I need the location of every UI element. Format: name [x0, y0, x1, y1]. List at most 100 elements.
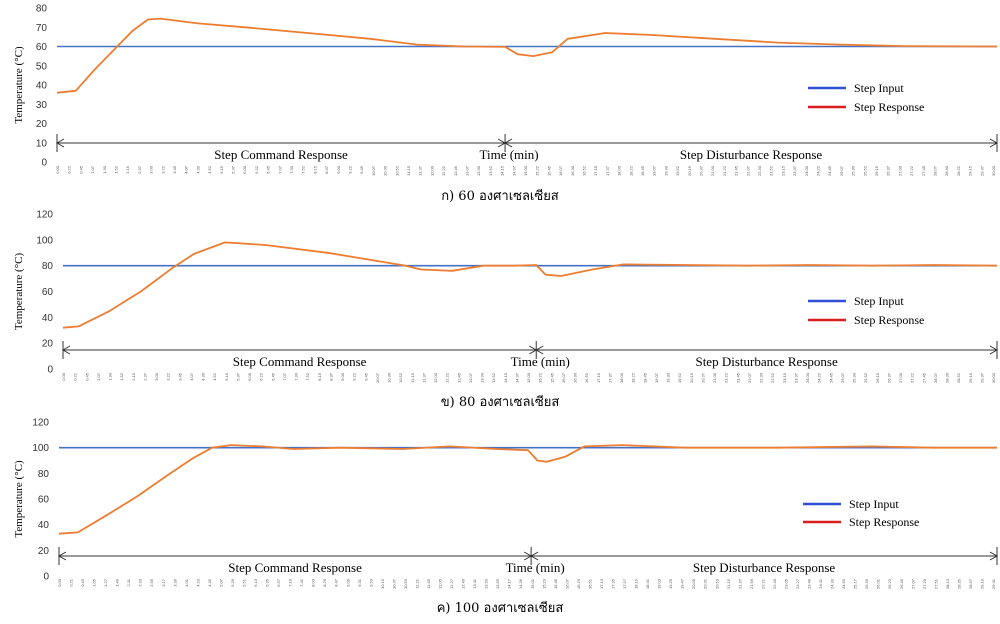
x-axis-label: Time (min)	[511, 354, 570, 369]
x-tick-label: 27.22	[910, 372, 915, 383]
chart-panel-80c: 0 20 40 60 80 100 120 Temperature (°C) 0.00 0.21 0…	[0, 209, 1000, 412]
x-tick-label: 14.15	[500, 165, 505, 176]
x-tick-label: 1.07	[90, 165, 95, 174]
x-tick-label: 23.05	[783, 578, 788, 589]
x-tick-label: 6.00	[242, 165, 247, 174]
x-tick-label: 18.22	[628, 165, 633, 176]
x-tick-label: 10.52	[394, 165, 399, 176]
x-tick-label: 9.22	[352, 372, 357, 381]
x-tick-label: 5.07	[218, 578, 223, 587]
x-tick-label: 26.15	[875, 372, 880, 383]
chart-panel-100c: 0 20 40 60 80 100 120 Temperature (°C) 0.00 0.21 0…	[0, 412, 1000, 624]
x-tick-label: 25.39	[864, 578, 869, 589]
x-tick-label: 25.52	[862, 165, 867, 176]
x-tick-label: 23.15	[780, 165, 785, 176]
segment-label: Step Command Response	[214, 147, 348, 162]
x-tick-label: 21.22	[722, 165, 727, 176]
step-response-line	[58, 444, 997, 535]
x-tick-label: 12.45	[453, 165, 458, 176]
x-tick-label: 10.30	[387, 372, 392, 383]
x-tick-label: 10.37	[391, 578, 396, 589]
chart-caption: ข) 80 องศาเซลเซียส	[441, 394, 560, 410]
x-tick-label: 17.13	[599, 578, 604, 589]
x-tick-label: 26.23	[887, 578, 892, 589]
x-tick-label: 19.47	[680, 578, 685, 589]
x-tick-label: 21.45	[735, 372, 740, 383]
x-tick-label: 18.00	[619, 372, 624, 383]
y-axis-label: Temperature (°C)	[13, 253, 25, 331]
y-tick-label: 60	[38, 495, 50, 506]
x-tick-label: 14.17	[507, 578, 512, 589]
x-tick-label: 10.15	[380, 578, 385, 589]
x-tick-label: 5.51	[241, 578, 246, 587]
x-tick-label: 16.07	[564, 578, 569, 589]
x-tick-label: 23.15	[782, 372, 787, 383]
y-tick-label: 50	[36, 61, 48, 72]
x-tick-label: 15.45	[553, 578, 558, 589]
x-tick-label: 6.22	[259, 372, 264, 381]
x-tick-label: 16.07	[558, 165, 563, 176]
x-tick-label: 6.22	[254, 165, 259, 174]
x-tick-label: 12.05	[438, 578, 443, 589]
x-tick-label: 14.37	[514, 372, 519, 383]
x-tick-label: 22.07	[745, 165, 750, 176]
x-tick-label: 3.39	[172, 578, 177, 587]
x-tick-label: 7.19	[288, 578, 293, 587]
x-tick-label: 23.27	[795, 578, 800, 589]
x-tick-label: 0.43	[80, 578, 85, 587]
x-tick-label: 27.45	[921, 165, 926, 176]
x-tick-label: 25.30	[851, 165, 856, 176]
x-tick-label: 18.45	[640, 165, 645, 176]
x-tick-label: 7.52	[301, 165, 306, 174]
x-tick-label: 16.30	[570, 165, 575, 176]
x-tick-label: 9.09	[345, 578, 350, 587]
x-tick-label: 21.15	[726, 578, 731, 589]
x-tick-label: 0.00	[55, 165, 60, 174]
x-tick-label: 4.30	[201, 372, 206, 381]
y-tick-label: 40	[36, 81, 48, 92]
x-tick-label: 24.00	[805, 372, 810, 383]
y-tick-label: 80	[36, 4, 48, 15]
x-tick-label: 11.37	[421, 372, 426, 382]
x-tick-label: 28.57	[968, 578, 973, 589]
x-tick-label: 4.01	[184, 578, 189, 587]
x-tick-label: 4.52	[212, 372, 217, 381]
x-tick-label: 3.00	[149, 165, 154, 174]
x-tick-label: 28.07	[933, 165, 938, 176]
x-tick-label: 24.33	[830, 578, 835, 589]
x-tick-label: 20.37	[699, 165, 704, 176]
x-tick-label: 20.15	[687, 165, 692, 176]
x-tick-label: 3.17	[161, 578, 166, 587]
x-tick-label: 7.07	[282, 372, 287, 381]
x-tick-label: 17.37	[607, 372, 612, 383]
x-tick-label: 27.00	[898, 372, 903, 383]
x-tick-label: 10.52	[398, 372, 403, 383]
x-tick-label: 2.55	[149, 578, 154, 587]
chart-caption: ค) 100 องศาเซลเซียส	[437, 600, 564, 616]
x-tick-label: 10.30	[383, 165, 388, 176]
x-tick-label: 24.45	[827, 165, 832, 176]
x-tick-label: 10.07	[375, 372, 380, 383]
x-tick-label: 28.07	[933, 372, 938, 383]
chart-caption: ก) 60 องศาเซลเซียส	[441, 188, 559, 204]
y-tick-label: 120	[36, 210, 53, 221]
x-tick-label: 7.30	[289, 165, 294, 174]
x-tick-label: 18.41	[645, 578, 650, 589]
x-tick-label: 26.15	[874, 165, 879, 176]
x-tick-label: 25.52	[863, 372, 868, 383]
x-tick-label: 18.22	[631, 372, 636, 383]
x-tick-label: 29.19	[979, 578, 984, 589]
x-tick-label: 16.30	[573, 372, 578, 383]
x-tick-label: 2.11	[126, 578, 131, 586]
x-tick-label: 5.37	[235, 372, 240, 381]
y-tick-label: 60	[36, 42, 48, 53]
x-tick-label: 27.51	[933, 578, 938, 589]
x-tick-label: 20.31	[703, 578, 708, 589]
x-tick-label: 19.25	[668, 578, 673, 589]
x-tick-label: 19.52	[677, 372, 682, 383]
legend-entry: Step Response	[849, 515, 919, 529]
step-response-line	[62, 241, 998, 329]
x-tick-label: 19.30	[663, 165, 668, 176]
y-tick-label: 20	[42, 339, 54, 350]
y-axis-label: Temperature (°C)	[13, 46, 25, 124]
